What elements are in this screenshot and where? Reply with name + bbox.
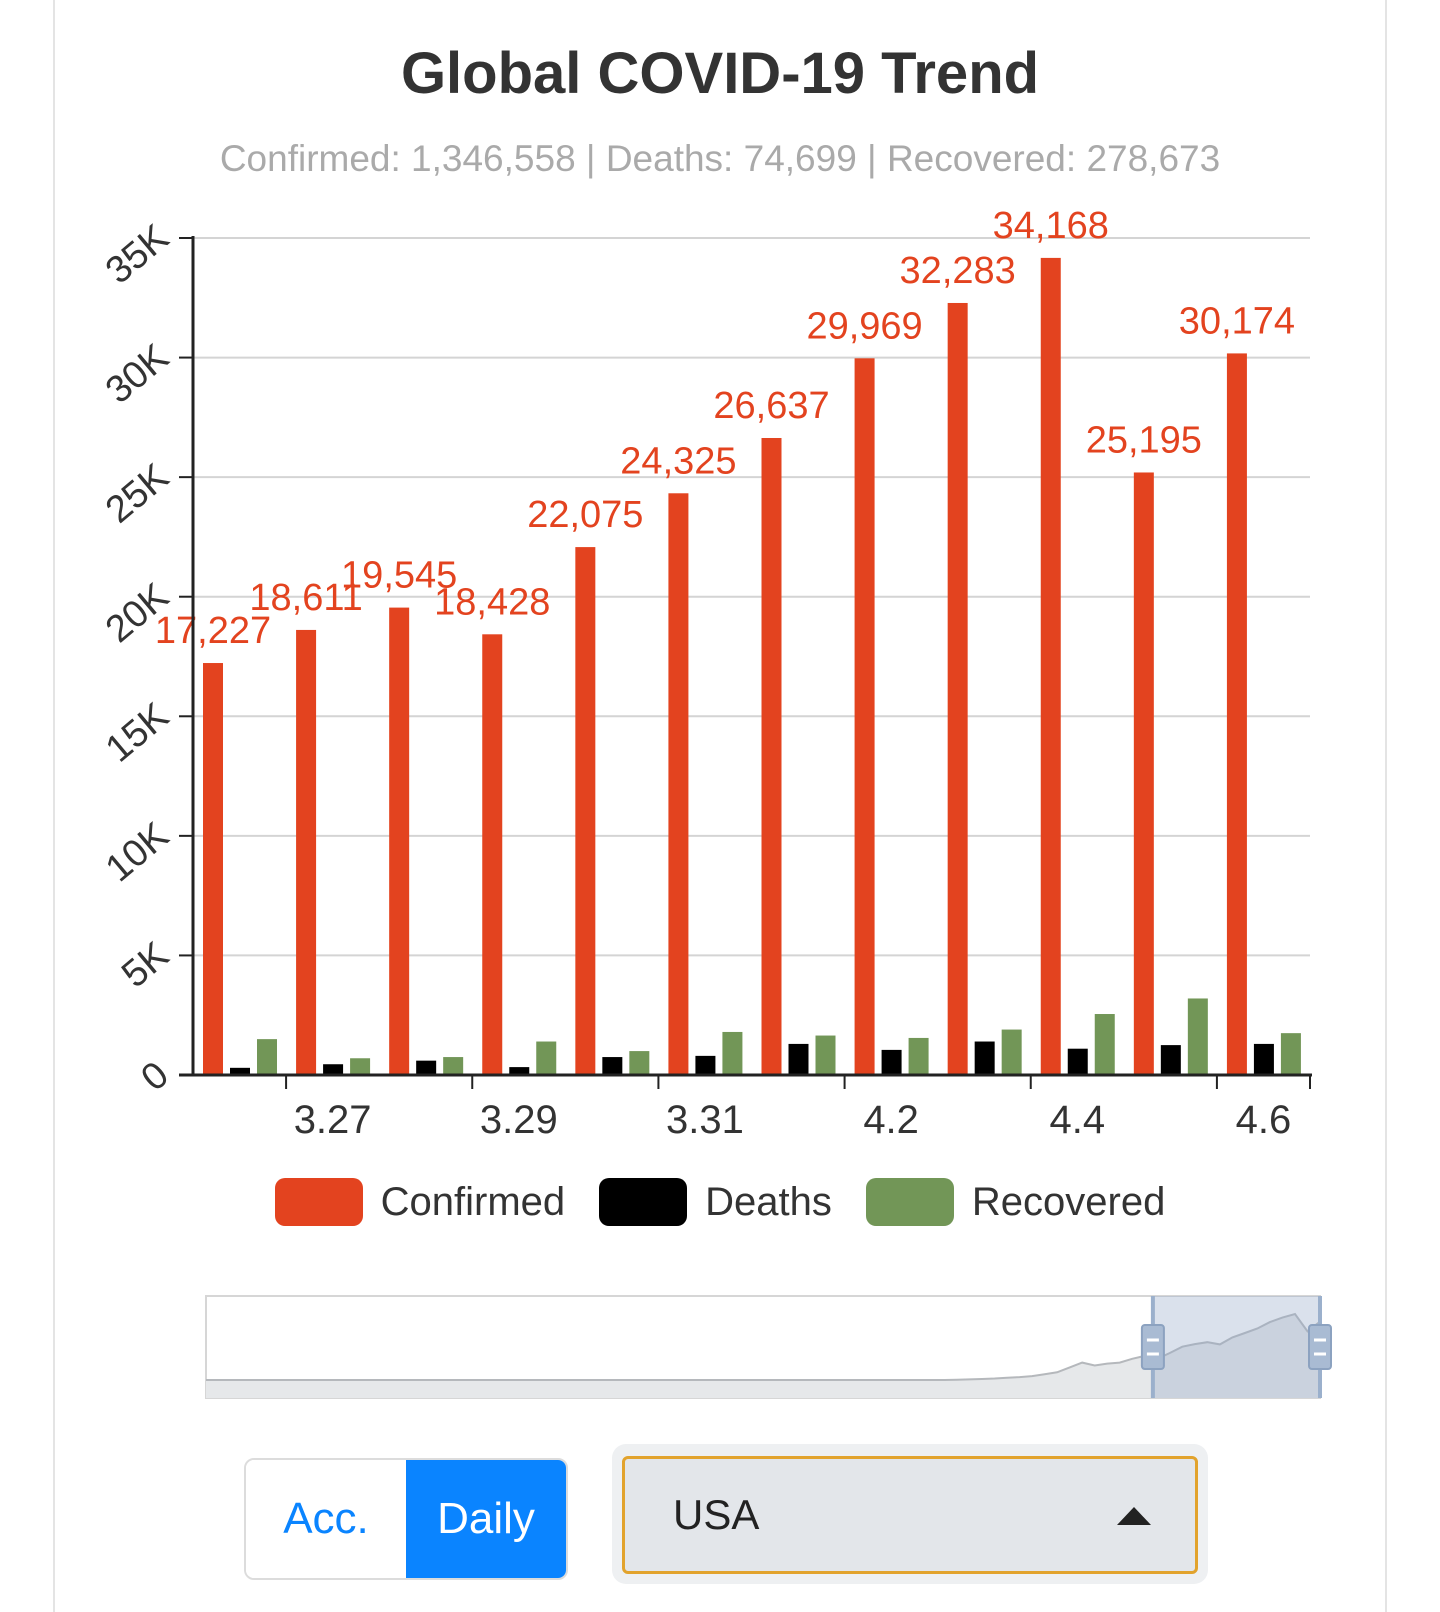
bar-recovered [629, 1051, 650, 1075]
bar-deaths [974, 1041, 995, 1075]
x-tick-label: 4.6 [1236, 1098, 1292, 1140]
bar-deaths [1160, 1045, 1181, 1075]
mode-toggle: Acc. Daily [244, 1458, 568, 1580]
bar-deaths [509, 1067, 530, 1075]
data-label-confirmed: 17,227 [155, 610, 271, 652]
chart-title: Global COVID-19 Trend [400, 41, 1040, 106]
region-select-wrapper: USA [612, 1444, 1208, 1584]
legend-swatch-recovered [865, 1178, 954, 1226]
legend-label-deaths: Deaths [705, 1179, 832, 1224]
bar-recovered [536, 1041, 557, 1075]
data-label-confirmed: 19,545 [341, 555, 457, 597]
daily-mode-button[interactable]: Daily [406, 1460, 566, 1578]
bar-confirmed [761, 437, 782, 1075]
chart-legend: Confirmed Deaths Recovered [0, 1178, 1440, 1226]
bar-confirmed [296, 629, 317, 1075]
zoom-handle-right[interactable] [1308, 1324, 1332, 1370]
data-label-confirmed: 32,283 [900, 250, 1016, 292]
data-zoom-slider[interactable] [0, 0, 1440, 1420]
frame-right-border [1385, 0, 1387, 1612]
bar-confirmed [389, 607, 410, 1075]
bar-recovered [443, 1057, 464, 1075]
chart-summary: Confirmed: 1,346,558 | Deaths: 74,699 | … [219, 138, 1221, 179]
region-select[interactable]: USA [622, 1456, 1198, 1574]
data-label-confirmed: 24,325 [620, 440, 736, 482]
bar-recovered [1001, 1029, 1022, 1075]
legend-item-deaths[interactable]: Deaths [599, 1178, 832, 1226]
bar-recovered [350, 1058, 371, 1075]
x-tick-label: 3.31 [666, 1098, 744, 1140]
zoom-selection [1152, 1296, 1320, 1398]
bar-confirmed [947, 302, 968, 1076]
data-label-confirmed: 30,174 [1179, 300, 1295, 342]
bar-recovered [722, 1031, 743, 1075]
bar-deaths [602, 1057, 623, 1075]
bar-recovered [257, 1039, 277, 1075]
legend-label-confirmed: Confirmed [380, 1179, 566, 1224]
zoom-handle-left[interactable] [1140, 1324, 1165, 1370]
bar-confirmed [575, 547, 596, 1075]
overview-area [206, 1314, 1320, 1398]
bar-recovered [1094, 1014, 1115, 1075]
data-label-confirmed: 18,611 [249, 577, 362, 619]
bar-recovered [1187, 998, 1208, 1075]
bar-confirmed [1040, 257, 1061, 1075]
x-tick-label: 4.2 [863, 1098, 919, 1140]
data-label-confirmed: 34,168 [993, 205, 1109, 247]
bar-confirmed [668, 493, 689, 1075]
bar-deaths [416, 1060, 437, 1075]
bar-deaths [323, 1064, 344, 1075]
x-tick-label: 3.29 [480, 1098, 558, 1140]
bar-deaths [695, 1055, 716, 1075]
data-label-confirmed: 26,637 [713, 385, 829, 427]
legend-swatch-confirmed [274, 1178, 363, 1226]
data-label-confirmed: 25,195 [1086, 419, 1202, 461]
bar-confirmed [854, 358, 875, 1076]
bar-deaths [788, 1043, 809, 1075]
data-label-confirmed: 22,075 [527, 494, 643, 536]
legend-label-recovered: Recovered [971, 1179, 1166, 1224]
data-label-confirmed: 29,969 [806, 305, 922, 347]
region-select-value: USA [673, 1491, 760, 1538]
bar-recovered [1280, 1033, 1301, 1075]
data-label-confirmed: 18,428 [434, 581, 550, 623]
bar-deaths [230, 1067, 250, 1075]
bar-deaths [1067, 1048, 1088, 1075]
overview-line [206, 1312, 1321, 1381]
x-tick-label: 4.4 [1049, 1098, 1105, 1140]
bar-confirmed [1226, 353, 1247, 1075]
bar-recovered [815, 1035, 836, 1075]
bar-deaths [1253, 1043, 1274, 1075]
legend-item-recovered[interactable]: Recovered [865, 1178, 1166, 1226]
x-tick-label: 3.27 [294, 1098, 372, 1140]
bar-confirmed [203, 663, 223, 1075]
bar-recovered [908, 1037, 929, 1075]
acc-mode-button[interactable]: Acc. [246, 1460, 406, 1578]
legend-item-confirmed[interactable]: Confirmed [274, 1178, 566, 1226]
legend-swatch-deaths [599, 1178, 688, 1226]
bar-chart: 05K10K15K20K25K30K35K17,22718,61119,5451… [98, 205, 1312, 1140]
caret-up-icon [1117, 1507, 1151, 1525]
bar-deaths [881, 1049, 902, 1075]
bar-confirmed [1133, 472, 1154, 1075]
bar-confirmed [482, 634, 503, 1075]
frame-left-border [53, 0, 55, 1612]
